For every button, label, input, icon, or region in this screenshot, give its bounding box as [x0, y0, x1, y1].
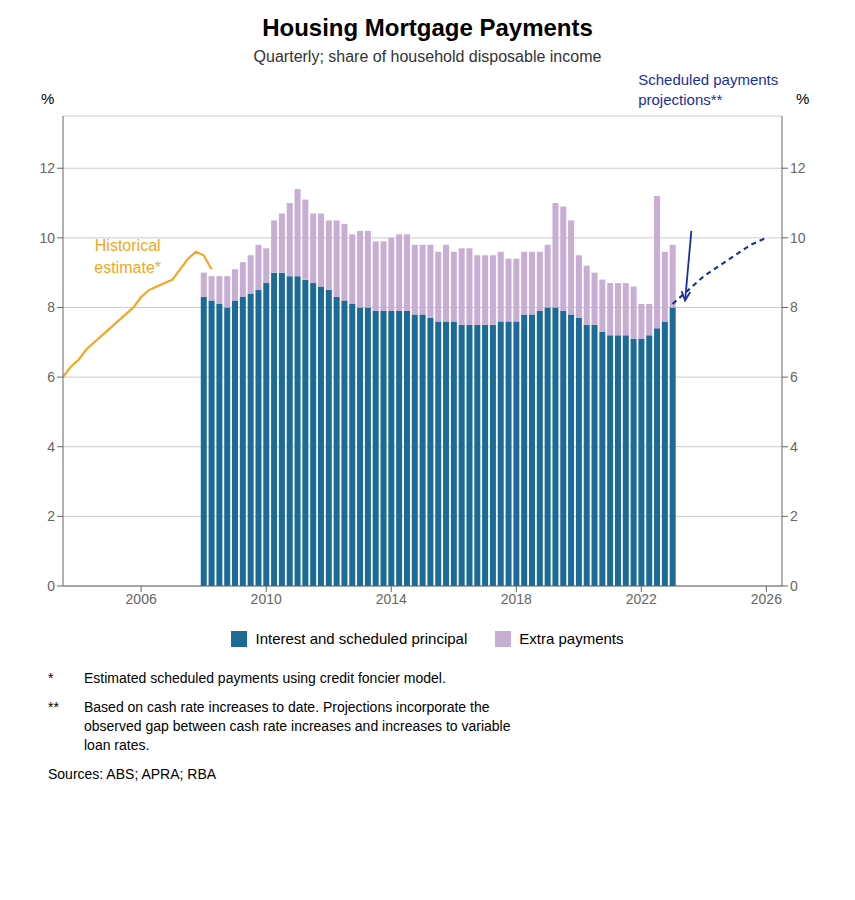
html-text:Interest and scheduled princip: Interest and scheduled principal — [255, 630, 468, 647]
svg-text:12: 12 — [39, 160, 55, 176]
html-text:Estimated scheduled payments u: Estimated scheduled payments using credi… — [84, 670, 446, 686]
html-text:Quarterly; share of household: Quarterly; share of household disposable… — [253, 48, 602, 65]
svg-text:4: 4 — [47, 439, 55, 455]
svg-text:6: 6 — [47, 369, 55, 385]
svg-text:2018: 2018 — [501, 591, 532, 607]
svg-text:2014: 2014 — [376, 591, 407, 607]
html-text:Extra payments: Extra payments — [519, 630, 624, 647]
svg-text:8: 8 — [790, 299, 798, 315]
svg-text:2022: 2022 — [626, 591, 657, 607]
html-text:Scheduled payments projections: Scheduled payments projections** — [638, 71, 779, 109]
svg-text:2026: 2026 — [751, 591, 782, 607]
svg-text:2: 2 — [790, 508, 798, 524]
html-text:Housing Mortgage Payments: Housing Mortgage Payments — [262, 14, 593, 41]
svg-text:6: 6 — [790, 369, 798, 385]
svg-text:2010: 2010 — [251, 591, 282, 607]
svg-text:10: 10 — [39, 230, 55, 246]
html-text:Historical estimate*: Historical estimate* — [94, 236, 162, 276]
svg-text:2: 2 — [47, 508, 55, 524]
svg-text:10: 10 — [790, 230, 806, 246]
svg-text:2006: 2006 — [126, 591, 157, 607]
svg-text:4: 4 — [790, 439, 798, 455]
html-text:Based on cash rate increases t: Based on cash rate increases to date. Pr… — [84, 698, 511, 753]
svg-text:0: 0 — [790, 578, 798, 594]
svg-text:8: 8 — [47, 299, 55, 315]
svg-text:12: 12 — [790, 160, 806, 176]
svg-text:0: 0 — [47, 578, 55, 594]
html-text:Sources: ABS; APRA; RBA: Sources: ABS; APRA; RBA — [48, 765, 217, 782]
